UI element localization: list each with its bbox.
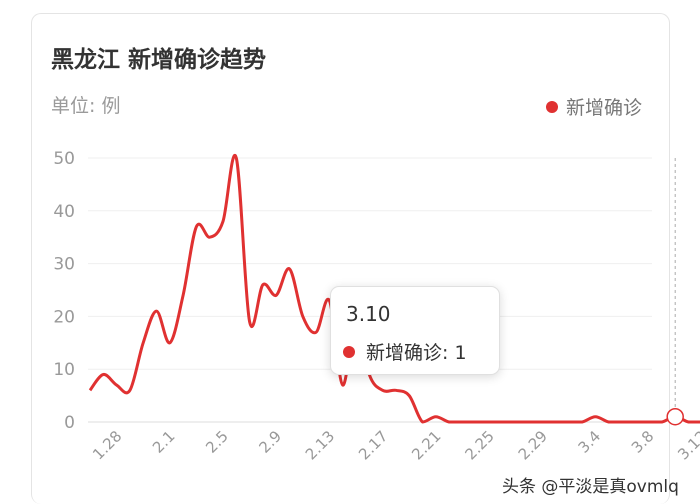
series-line: [88, 153, 700, 424]
legend[interactable]: 新增确诊: [545, 93, 642, 120]
x-tick-label: 2.1: [149, 427, 179, 457]
x-tick-label: 1.28: [89, 427, 125, 463]
x-tick-label: 2.5: [202, 427, 232, 457]
tooltip: 3.10 新增确诊: 1: [330, 286, 500, 375]
line-chart[interactable]: 0 10 20 30 40 50 1.28 2.1 2.5 2.9 2.13 2.17 2.21 2.2…: [0, 0, 700, 490]
x-tick-label: 3.12: [674, 427, 700, 463]
y-tick-label: 40: [53, 202, 75, 222]
y-tick-label: 0: [64, 413, 75, 433]
y-tick-label: 10: [53, 360, 75, 380]
y-tick-label: 20: [53, 307, 75, 327]
x-tick-label: 2.25: [461, 427, 497, 463]
x-tick-label: 2.21: [408, 427, 444, 463]
x-tick-label: 2.17: [355, 427, 391, 463]
tooltip-value: 新增确诊: 1: [366, 342, 467, 364]
x-tick-label: 2.13: [302, 427, 338, 463]
unit-label: 单位: 例: [51, 95, 121, 117]
legend-label: 新增确诊: [565, 97, 642, 119]
chart-title: 黑龙江 新增确诊趋势: [51, 47, 267, 73]
x-tick-label: 2.29: [515, 427, 551, 463]
x-tick-label: 3.8: [628, 427, 658, 457]
hover-point-marker: [666, 407, 684, 426]
y-axis-ticks: 0 10 20 30 40 50: [53, 149, 75, 433]
y-tick-label: 30: [53, 255, 75, 275]
watermark: 头条 @平淡是真ovmlq: [502, 477, 679, 497]
tooltip-date: 3.10: [346, 302, 391, 326]
tooltip-row: 新增确诊: 1: [343, 338, 467, 365]
tooltip-dot-icon: [343, 345, 355, 358]
x-axis-ticks: 1.28 2.1 2.5 2.9 2.13 2.17 2.21 2.25 2.29 3.4 3.8 3…: [89, 427, 700, 463]
legend-dot-icon: [545, 100, 558, 113]
y-tick-label: 50: [53, 149, 75, 169]
x-tick-label: 3.4: [575, 427, 605, 457]
x-tick-label: 2.9: [255, 427, 285, 457]
